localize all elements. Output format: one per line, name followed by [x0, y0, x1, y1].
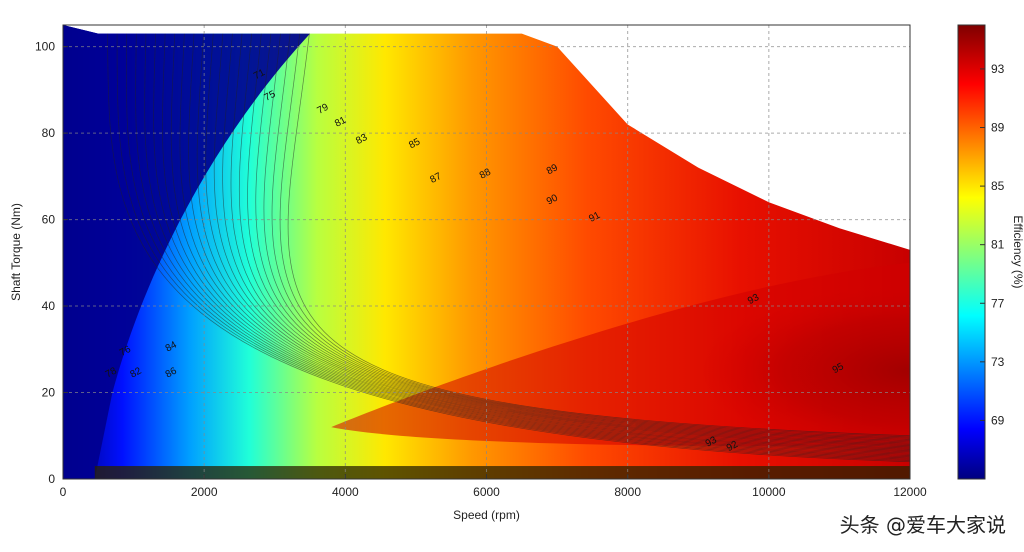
colorbar-tick-label: 81	[991, 238, 1005, 252]
colorbar-tick-label: 77	[991, 296, 1005, 310]
colorbar-gradient	[957, 24, 986, 480]
contour-line	[247, 33, 910, 443]
contour-label: 71	[252, 67, 267, 82]
colorbar-tick-label: 89	[991, 121, 1005, 135]
contour-line	[153, 33, 910, 456]
contour-line	[196, 33, 910, 450]
y-tick-label: 40	[42, 299, 56, 313]
contour-label: 85	[407, 136, 422, 151]
contour-line	[162, 33, 910, 455]
x-tick-label: 2000	[191, 485, 218, 499]
x-tick-label: 4000	[332, 485, 359, 499]
contour-line	[271, 33, 910, 439]
contour-line	[135, 33, 910, 459]
contour-label: 75	[263, 89, 278, 104]
contour-line	[107, 33, 910, 463]
x-tick-label: 10000	[752, 485, 786, 499]
contour-line	[144, 33, 910, 458]
colorbar-label: Efficiency (%)	[1011, 215, 1024, 288]
contour-label: 81	[333, 115, 348, 130]
low-torque-band	[94, 466, 910, 479]
y-tick-label: 20	[42, 386, 56, 400]
contour-label: 86	[164, 365, 179, 380]
contour-line	[126, 33, 910, 460]
y-tick-label: 80	[42, 126, 56, 140]
contour-line	[230, 33, 910, 445]
contour-line	[263, 33, 910, 440]
x-axis-label: Speed (rpm)	[453, 508, 520, 522]
y-tick-label: 60	[42, 213, 56, 227]
watermark: 头条 @爱车大家说	[839, 513, 1006, 537]
contour-label: 84	[164, 339, 179, 354]
y-axis-label: Shaft Torque (Nm)	[9, 203, 23, 301]
contour-label: 90	[545, 192, 560, 207]
colorbar-tick-label: 85	[991, 179, 1005, 193]
colorbar-tick-label: 93	[991, 62, 1005, 76]
contour-label: 79	[315, 102, 330, 117]
contour-line	[222, 33, 910, 446]
x-tick-label: 6000	[473, 485, 500, 499]
contour-label: 82	[128, 365, 143, 380]
contour-label: 83	[354, 132, 369, 147]
contour-line	[188, 33, 910, 451]
contour-line	[239, 33, 910, 444]
x-tick-label: 0	[60, 485, 67, 499]
colorbar: 69 73 77 81 85 89 93	[957, 24, 1005, 480]
colorbar-tick-label: 73	[991, 355, 1005, 369]
low-efficiency-region	[63, 25, 311, 479]
contour-line	[287, 33, 910, 437]
peak-efficiency-core	[698, 284, 910, 458]
contour-label: 76	[118, 344, 133, 359]
contour-line	[116, 33, 910, 461]
contour-label: 93	[746, 292, 761, 307]
colorbar-tick-label: 69	[991, 413, 1005, 427]
contour-label: 78	[104, 365, 119, 380]
contour-label: 93	[704, 435, 719, 450]
contour-label: 95	[831, 361, 846, 376]
x-tick-label: 12000	[893, 485, 927, 499]
contour-label: 87	[428, 171, 443, 186]
contour-line	[205, 33, 910, 449]
contour-label: 89	[545, 162, 560, 177]
contour-line	[179, 33, 910, 453]
contour-line	[279, 33, 910, 438]
contour-label: 91	[587, 210, 602, 225]
y-tick-label: 100	[35, 40, 55, 54]
contour-label: 88	[478, 166, 493, 181]
y-tick-label: 0	[48, 472, 55, 486]
contour-line	[213, 33, 910, 448]
x-tick-label: 8000	[614, 485, 641, 499]
contour-label: 92	[725, 439, 740, 454]
contour-line	[170, 33, 910, 454]
contour-line	[255, 33, 910, 442]
